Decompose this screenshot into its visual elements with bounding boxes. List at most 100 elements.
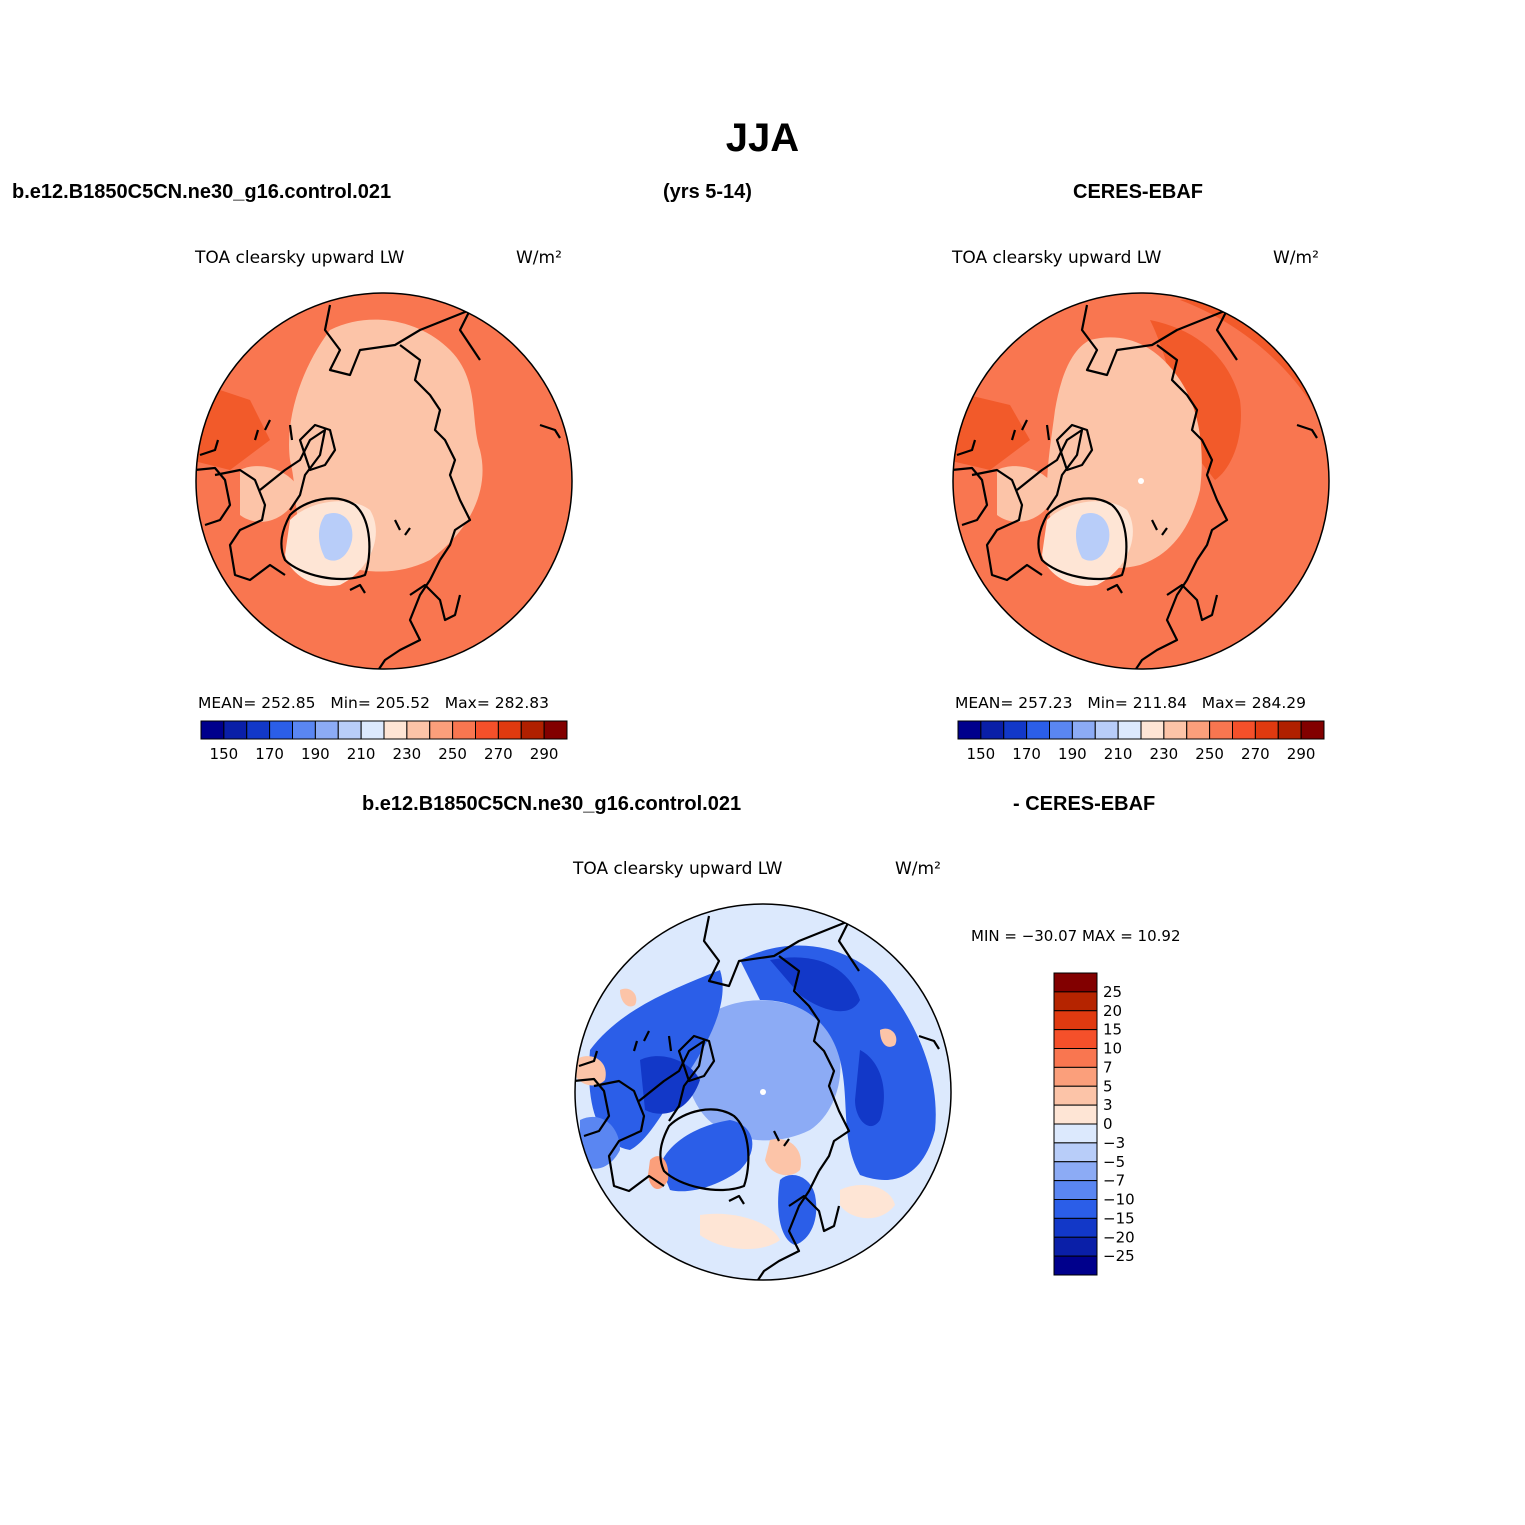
- colorbar-tick-label: 250: [438, 745, 467, 763]
- colorbar-swatch: [475, 720, 499, 740]
- colorbar-swatch: [1053, 1217, 1098, 1238]
- colorbar-swatch: [1140, 720, 1165, 740]
- min-label: Min=: [1087, 694, 1128, 712]
- obs-stats: MEAN= 257.23 Min= 211.84 Max= 284.29: [955, 694, 1306, 712]
- colorbar-tick-label: 170: [1012, 745, 1041, 763]
- colorbar-swatch: [1053, 1085, 1098, 1106]
- diff-panel-units: W/m²: [895, 859, 941, 879]
- map-boundary: [195, 292, 573, 670]
- colorbar-swatch: [1053, 1048, 1098, 1068]
- colorbar-tick-label: 150: [210, 745, 239, 763]
- obs-panel-variable: TOA clearsky upward LW: [952, 248, 1162, 268]
- diff-case-header: b.e12.B1850C5CN.ne30_g16.control.021: [362, 793, 742, 815]
- colorbar-tick-label: −20: [1103, 1228, 1135, 1246]
- max-value: 282.83: [494, 694, 550, 712]
- colorbar-tick-label: 25: [1103, 983, 1122, 1001]
- mean-value: 257.23: [1018, 694, 1073, 712]
- colorbar-swatch: [520, 720, 545, 740]
- colorbar-swatch: [1053, 1161, 1098, 1182]
- colorbar-swatch: [1053, 1236, 1098, 1257]
- colorbar-swatch: [1053, 972, 1098, 993]
- model-panel-variable: TOA clearsky upward LW: [195, 248, 405, 268]
- colorbar-swatch: [360, 720, 385, 740]
- colorbar-swatch: [452, 720, 476, 740]
- case-name-header: b.e12.B1850C5CN.ne30_g16.control.021: [12, 181, 392, 203]
- colorbar-tick-label: −15: [1103, 1209, 1135, 1227]
- colorbar-swatch: [1049, 720, 1073, 740]
- colorbar-tick-label: −7: [1103, 1172, 1125, 1190]
- colorbar-swatch: [1053, 1066, 1098, 1087]
- colorbar-swatch: [1209, 720, 1233, 740]
- colorbar-tick-label: 230: [393, 745, 422, 763]
- mean-value: 252.85: [261, 694, 316, 712]
- colorbar-swatch: [1094, 720, 1119, 740]
- diff-min-max: MIN = −30.07 MAX = 10.92: [971, 927, 1181, 945]
- mean-label: MEAN=: [955, 694, 1014, 712]
- colorbar-swatch: [1163, 720, 1188, 740]
- colorbar-swatch: [1053, 1010, 1098, 1031]
- max-value: 284.29: [1251, 694, 1307, 712]
- diff-polar-map: [574, 903, 952, 1281]
- colorbar-swatch: [1003, 720, 1028, 740]
- diff-panel-variable: TOA clearsky upward LW: [573, 859, 783, 879]
- model-colorbar: 150 170 190 210 230 250 270 290: [200, 720, 568, 763]
- colorbar-swatch: [1053, 1255, 1098, 1276]
- obs-polar-map: [952, 292, 1330, 670]
- map-boundary: [574, 903, 952, 1281]
- colorbar-tick-label: 210: [1104, 745, 1133, 763]
- season-title: JJA: [725, 116, 800, 160]
- model-stats: MEAN= 252.85 Min= 205.52 Max= 282.83: [198, 694, 549, 712]
- colorbar-swatch: [980, 720, 1005, 740]
- model-polar-map: [195, 292, 573, 670]
- colorbar-swatch: [314, 720, 339, 740]
- colorbar-swatch: [1277, 720, 1302, 740]
- colorbar-swatch: [292, 720, 316, 740]
- colorbar-tick-label: 290: [530, 745, 559, 763]
- colorbar-swatch: [1053, 1199, 1098, 1219]
- colorbar-tick-label: 170: [255, 745, 284, 763]
- colorbar-tick-label: −10: [1103, 1191, 1135, 1209]
- colorbar-tick-label: 290: [1287, 745, 1316, 763]
- colorbar-swatch: [1300, 720, 1325, 740]
- colorbar-swatch: [246, 720, 271, 740]
- colorbar-swatch: [1071, 720, 1096, 740]
- max-label: Max=: [444, 694, 490, 712]
- mean-label: MEAN=: [198, 694, 257, 712]
- colorbar-swatch: [1026, 720, 1050, 740]
- colorbar-swatch: [497, 720, 522, 740]
- years-header: (yrs 5-14): [663, 181, 752, 203]
- colorbar-swatch: [1053, 1180, 1098, 1200]
- colorbar-tick-label: 15: [1103, 1021, 1122, 1039]
- colorbar-tick-label: 250: [1195, 745, 1224, 763]
- obs-colorbar: 150 170 190 210 230 250 270 290: [957, 720, 1325, 763]
- colorbar-swatch: [1117, 720, 1142, 740]
- colorbar-swatch: [1254, 720, 1279, 740]
- colorbar-swatch: [269, 720, 293, 740]
- obs-panel-units: W/m²: [1273, 248, 1319, 268]
- diff-obs-header: - CERES-EBAF: [1013, 793, 1156, 815]
- min-value: 205.52: [375, 694, 431, 712]
- colorbar-swatch: [1053, 1123, 1098, 1144]
- colorbar-tick-label: 150: [967, 745, 996, 763]
- colorbar-tick-label: 190: [1058, 745, 1087, 763]
- colorbar-tick-label: 3: [1103, 1096, 1113, 1114]
- colorbar-tick-label: 190: [301, 745, 330, 763]
- colorbar-tick-label: 210: [347, 745, 376, 763]
- colorbar-swatch: [337, 720, 362, 740]
- colorbar-swatch: [223, 720, 248, 740]
- colorbar-tick-label: −5: [1103, 1153, 1125, 1171]
- max-label: Max=: [1201, 694, 1247, 712]
- colorbar-swatch: [200, 720, 225, 740]
- colorbar-tick-label: 270: [484, 745, 513, 763]
- colorbar-swatch: [1053, 1029, 1098, 1049]
- colorbar-tick-label: −25: [1103, 1247, 1135, 1265]
- map-boundary: [952, 292, 1330, 670]
- colorbar-swatch: [429, 720, 454, 740]
- colorbar-swatch: [1053, 1104, 1098, 1125]
- colorbar-tick-label: 270: [1241, 745, 1270, 763]
- obs-name-header: CERES-EBAF: [1073, 181, 1204, 203]
- colorbar-tick-label: 10: [1103, 1040, 1122, 1058]
